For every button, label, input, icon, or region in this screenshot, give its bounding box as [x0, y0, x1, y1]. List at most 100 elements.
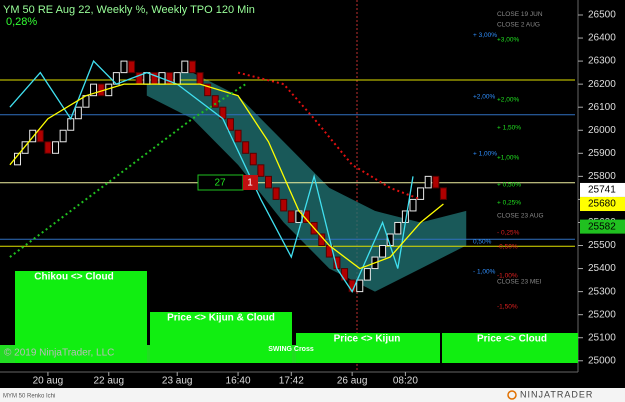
order-count: 1	[247, 178, 253, 189]
renko-brick	[188, 60, 196, 74]
brand-logo	[507, 390, 517, 400]
renko-brick	[234, 129, 242, 143]
renko-brick	[29, 129, 37, 143]
y-tick-label: 26500	[588, 10, 616, 21]
level-label: + 3,00%	[473, 32, 497, 39]
signal-label: Price <> Cloud	[477, 334, 547, 345]
renko-brick	[196, 72, 204, 85]
signal-label: Price <> Kijun	[334, 334, 401, 345]
signal-label: Price <> Kijun & Cloud	[167, 313, 275, 324]
level-label: + 0,50%	[497, 182, 521, 189]
chart-title: YM 50 RE Aug 22, Weekly %, Weekly TPO 12…	[3, 4, 255, 16]
indicator-line	[9, 83, 247, 258]
level-label: +3,00%	[497, 37, 519, 44]
level-label: CLOSE 19 JUN	[497, 11, 543, 18]
renko-brick	[44, 141, 52, 154]
level-label: - 1,00%	[473, 269, 496, 276]
renko-brick	[21, 141, 29, 154]
renko-brick	[120, 60, 128, 74]
renko-brick	[417, 187, 425, 200]
level-label: -0,50%	[497, 244, 518, 251]
renko-brick	[128, 60, 136, 74]
y-tick-label: 25200	[588, 309, 616, 320]
renko-brick	[173, 72, 181, 85]
signal-box	[15, 271, 147, 363]
price-box	[580, 197, 625, 212]
renko-brick	[272, 187, 280, 200]
renko-brick	[59, 129, 67, 143]
renko-brick	[143, 72, 151, 85]
renko-brick	[90, 83, 98, 97]
y-tick-label: 25000	[588, 355, 616, 366]
level-label: +2,00%	[473, 94, 495, 101]
level-label: +1,00%	[497, 155, 519, 162]
chart-subtitle: 0,28%	[6, 16, 37, 28]
level-label: CLOSE 23 MEI	[497, 278, 542, 285]
signal-box	[150, 312, 292, 363]
y-tick-label: 26100	[588, 102, 616, 113]
y-tick-label: 25400	[588, 263, 616, 274]
signal-box	[296, 333, 440, 363]
brand: NINJATRADER	[520, 389, 593, 399]
renko-brick	[52, 141, 60, 154]
x-tick-label: 26 aug	[337, 376, 368, 387]
renko-brick	[341, 268, 349, 281]
indicator-line	[9, 59, 414, 293]
renko-brick	[249, 152, 257, 166]
price-box	[580, 219, 625, 234]
renko-brick	[242, 141, 250, 154]
renko-brick	[409, 198, 417, 212]
renko-brick	[424, 175, 432, 189]
y-tick-label: 25800	[588, 171, 616, 182]
level-label: -1,00%	[497, 272, 518, 279]
level-label: + 1,00%	[473, 151, 497, 158]
renko-brick	[394, 221, 402, 235]
signal-label: Chikou <> Cloud	[34, 272, 113, 283]
level-label: + 1,50%	[497, 125, 521, 132]
renko-brick	[356, 279, 364, 293]
y-tick-label: 25500	[588, 240, 616, 251]
price-box	[580, 182, 625, 197]
level-label: CLOSE 23 AUG	[497, 212, 544, 219]
x-tick-label: 23 aug	[162, 376, 193, 387]
x-tick-label: 16:40	[226, 376, 251, 387]
renko-brick	[363, 268, 371, 281]
signal-area: Chikou <> Cloud Price <> Kijun & Cloud S…	[0, 271, 578, 363]
signal-label: SWING Cross	[268, 346, 314, 353]
level-label: CLOSE 2 AUG	[497, 22, 540, 29]
x-tick-label: 20 aug	[33, 376, 64, 387]
price-label: 25582	[588, 221, 616, 232]
y-tick-label: 26000	[588, 125, 616, 136]
y-tick-label: 26200	[588, 79, 616, 90]
footer-bar	[0, 388, 625, 402]
renko-brick	[379, 245, 387, 258]
level-label: +2,00%	[497, 97, 519, 104]
renko-brick	[257, 164, 265, 177]
y-tick-label: 26400	[588, 33, 616, 44]
renko-brick	[432, 175, 440, 189]
level-label: + 0,25%	[497, 200, 521, 207]
renko-brick	[36, 129, 44, 143]
order-quantity: 27	[214, 178, 226, 189]
renko-brick	[226, 118, 234, 131]
order-count-box	[243, 175, 258, 190]
renko-brick	[67, 118, 75, 131]
renko-brick	[439, 187, 447, 200]
y-tick-label: 25300	[588, 286, 616, 297]
copyright: © 2019 NinjaTrader, LLC	[4, 348, 114, 359]
y-tick-label: 25900	[588, 148, 616, 159]
level-label: 0,50%	[473, 239, 492, 246]
price-label: 25680	[588, 199, 616, 210]
y-tick-label: 25100	[588, 332, 616, 343]
x-tick-label: 17:42	[279, 376, 304, 387]
footer-text: MYM 50 Renko Ichi	[3, 394, 55, 400]
renko-brick	[211, 95, 219, 108]
renko-brick	[74, 106, 82, 120]
signal-box	[442, 333, 578, 363]
renko-brick	[204, 83, 212, 97]
renko-brick	[264, 175, 272, 189]
renko-brick	[181, 60, 189, 74]
renko-brick	[287, 210, 295, 223]
level-label: - 0,25%	[497, 230, 520, 237]
